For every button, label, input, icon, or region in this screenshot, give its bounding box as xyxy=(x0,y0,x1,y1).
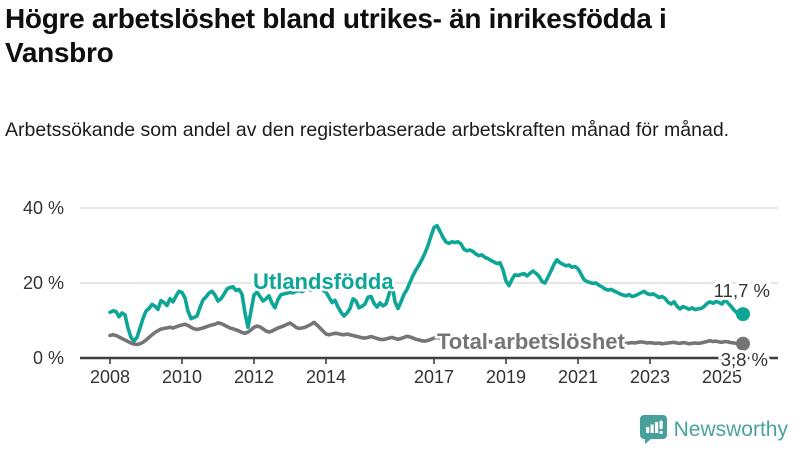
series-end-value-label: 11,7 % xyxy=(714,280,770,301)
newsworthy-logo-icon xyxy=(639,415,667,444)
series-line-utlandsfodda xyxy=(108,223,745,343)
x-axis-tick-label: 2014 xyxy=(306,367,346,387)
series-end-value-label: 3,8 % xyxy=(721,349,768,370)
x-axis-tick-label: 2017 xyxy=(414,367,454,387)
newsworthy-logo: Newsworthy xyxy=(639,415,788,444)
y-axis-tick-label: 0 % xyxy=(33,348,64,368)
x-axis-tick-label: 2025 xyxy=(702,367,742,387)
x-axis-tick-label: 2008 xyxy=(90,367,130,387)
page-title: Högre arbetslöshet bland utrikes- än inr… xyxy=(5,3,667,69)
series-line-total xyxy=(108,320,745,347)
series-end-dot xyxy=(736,307,750,322)
x-axis-tick-label: 2019 xyxy=(486,367,526,387)
chart-subtitle: Arbetssökande som andel av den registerb… xyxy=(5,119,730,141)
x-axis-tick-label: 2021 xyxy=(558,367,598,387)
y-axis-tick-label: 20 % xyxy=(23,273,64,293)
series-end-dot xyxy=(736,336,750,351)
x-axis-tick-label: 2023 xyxy=(630,367,670,387)
series-label: Utlandsfödda xyxy=(253,269,394,294)
x-axis-tick-label: 2010 xyxy=(162,367,202,387)
x-axis-tick-label: 2012 xyxy=(234,367,274,387)
y-axis-tick-label: 40 % xyxy=(23,198,64,218)
newsworthy-logo-text: Newsworthy xyxy=(673,417,788,441)
series-label: Total arbetslöshet xyxy=(437,329,626,354)
